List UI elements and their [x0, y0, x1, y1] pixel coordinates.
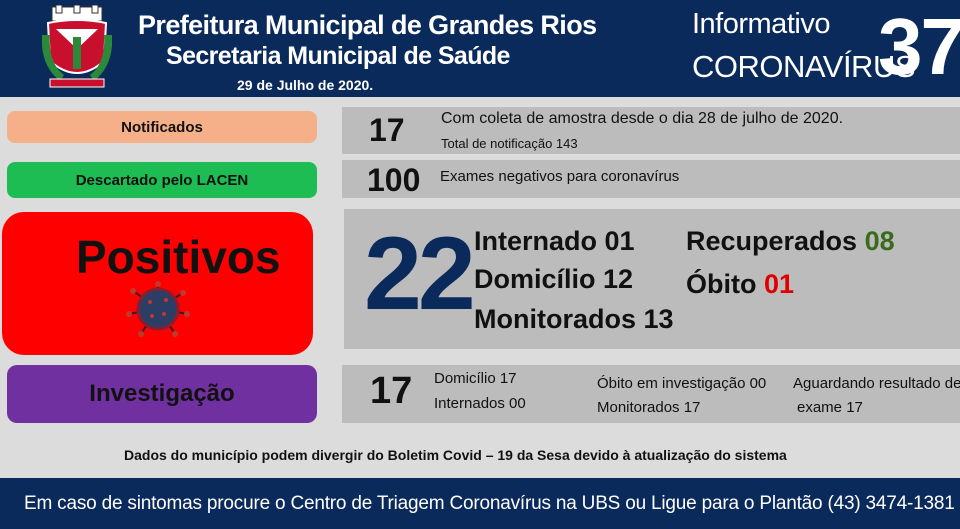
bulletin-date: 29 de Julho de 2020.	[237, 77, 374, 93]
monitorados-label: Monitorados	[474, 304, 636, 334]
internado-stat: Internado 01	[474, 226, 635, 257]
positivos-label: Positivos	[76, 231, 281, 283]
domicilio-label: Domicílio	[474, 264, 596, 294]
inv-exame: exame 17	[797, 399, 863, 416]
descartado-panel	[342, 160, 960, 198]
internado-value: 01	[604, 226, 635, 256]
page-subtitle: Secretaria Municipal de Saúde	[166, 42, 510, 70]
domicilio-stat: Domicílio 12	[474, 264, 633, 295]
recuperados-label: Recuperados	[686, 226, 858, 256]
footer-banner: Em caso de sintomas procure o Centro de …	[0, 478, 960, 529]
investigacao-panel	[342, 365, 960, 423]
descartado-value: 100	[367, 162, 421, 198]
investigacao-label: Investigação	[7, 365, 317, 423]
inv-domicilio: Domicílio 17	[434, 370, 517, 387]
notificados-text: Com coleta de amostra desde o dia 28 de …	[441, 110, 844, 127]
info-label: Informativo	[692, 8, 830, 40]
domicilio-value: 12	[603, 264, 634, 294]
footer-text: Em caso de sintomas procure o Centro de …	[24, 493, 955, 514]
page-title: Prefeitura Municipal de Grandes Rios	[138, 10, 597, 40]
notificados-total: Total de notificação 143	[441, 136, 578, 151]
monitorados-value: 13	[643, 304, 674, 334]
positivos-panel	[344, 209, 960, 349]
inv-internados: Internados 00	[434, 395, 526, 412]
inv-monitorados: Monitorados 17	[597, 399, 701, 416]
obito-value: 01	[764, 269, 795, 299]
monitorados-stat: Monitorados 13	[474, 304, 674, 335]
issue-number: 37	[878, 2, 960, 91]
coronavirus-icon	[126, 281, 190, 337]
positivos-value: 22	[364, 216, 476, 332]
recuperados-stat: Recuperados 08	[686, 226, 895, 257]
recuperados-value: 08	[864, 226, 895, 256]
notificados-value: 17	[369, 112, 405, 148]
notificados-label: Notificados	[7, 111, 317, 143]
header-banner: Prefeitura Municipal de Grandes Rios Sec…	[0, 0, 960, 97]
descartado-label: Descartado pelo LACEN	[7, 162, 317, 198]
coronavirus-label: CORONAVÍRUS	[692, 49, 916, 84]
obito-stat: Óbito 01	[686, 269, 794, 300]
positivos-card: Positivos	[2, 212, 313, 355]
internado-label: Internado	[474, 226, 598, 256]
descartado-text: Exames negativos para coronavírus	[440, 168, 680, 185]
inv-aguardando: Aguardando resultado de	[793, 375, 960, 392]
inv-obito: Óbito em investigação 00	[597, 375, 767, 392]
investigacao-value: 17	[370, 370, 413, 412]
disclaimer-note: Dados do município podem divergir do Bol…	[124, 447, 787, 463]
obito-label: Óbito	[686, 269, 757, 299]
municipal-crest-icon	[42, 5, 112, 88]
notificados-panel	[342, 107, 960, 154]
